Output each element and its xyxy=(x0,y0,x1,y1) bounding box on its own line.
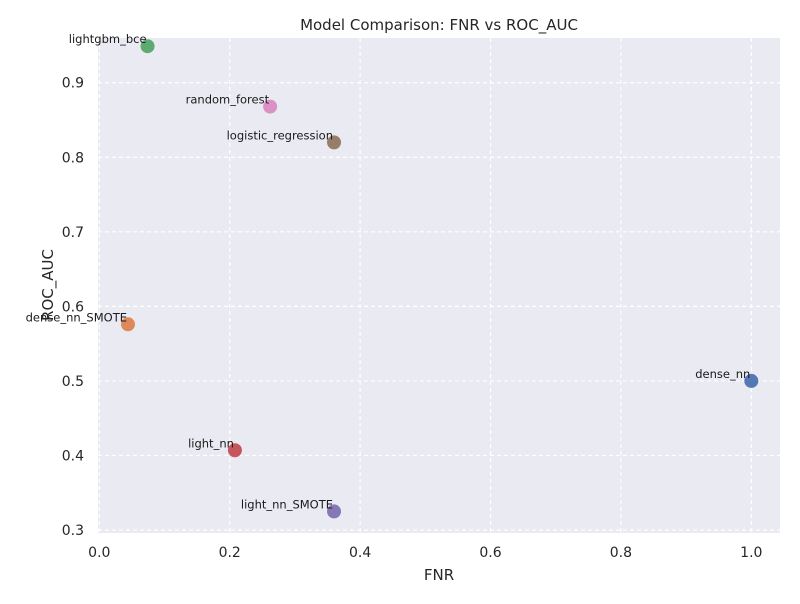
data-point-random-forest xyxy=(263,99,278,114)
y-tick-label: 0.5 xyxy=(62,374,84,390)
tick-labels: 0.0 0.2 0.4 0.6 0.8 1.0 0.3 0.4 0.5 0.6 0.7 0.8 0.9 xyxy=(62,76,763,561)
chart-title: Model Comparison: FNR vs ROC_AUC xyxy=(300,16,578,35)
plot-area xyxy=(98,38,780,533)
point-label: light_nn xyxy=(188,436,234,450)
x-tick-label: 0.8 xyxy=(610,545,632,561)
y-tick-label: 0.4 xyxy=(62,448,84,464)
point-label: dense_nn_SMOTE xyxy=(26,310,127,324)
x-tick-label: 0.4 xyxy=(349,545,371,561)
x-tick-label: 1.0 xyxy=(740,545,762,561)
y-tick-label: 0.9 xyxy=(62,76,84,92)
data-point-light-nn xyxy=(227,443,242,458)
data-point-dense-nn-SMOTE xyxy=(120,317,135,332)
grid xyxy=(98,38,780,533)
point-label: random_forest xyxy=(186,93,270,107)
y-tick-label: 0.6 xyxy=(62,299,84,315)
data-point-logistic-regression xyxy=(327,135,342,150)
y-tick-label: 0.8 xyxy=(62,150,84,166)
data-points xyxy=(120,39,759,519)
y-tick-label: 0.7 xyxy=(62,225,84,241)
x-axis-label: FNR xyxy=(424,566,454,584)
point-label: dense_nn xyxy=(695,367,750,381)
point-labels: dense_nn dense_nn_SMOTE lightgbm_bce light_… xyxy=(26,32,751,511)
data-point-light-nn-SMOTE xyxy=(327,504,342,519)
y-tick-label: 0.3 xyxy=(62,523,84,539)
x-tick-label: 0.6 xyxy=(479,545,501,561)
data-point-lightgbm-bce xyxy=(140,39,155,54)
y-axis-label: ROC_AUC xyxy=(39,249,58,321)
x-tick-label: 0.2 xyxy=(219,545,241,561)
data-point-dense-nn xyxy=(744,373,759,388)
point-label: logistic_regression xyxy=(227,128,333,142)
point-label: light_nn_SMOTE xyxy=(241,497,333,511)
point-label: lightgbm_bce xyxy=(69,32,147,46)
x-tick-label: 0.0 xyxy=(88,545,110,561)
